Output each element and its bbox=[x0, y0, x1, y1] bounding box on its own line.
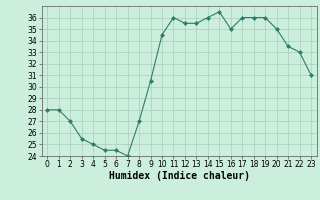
X-axis label: Humidex (Indice chaleur): Humidex (Indice chaleur) bbox=[109, 171, 250, 181]
